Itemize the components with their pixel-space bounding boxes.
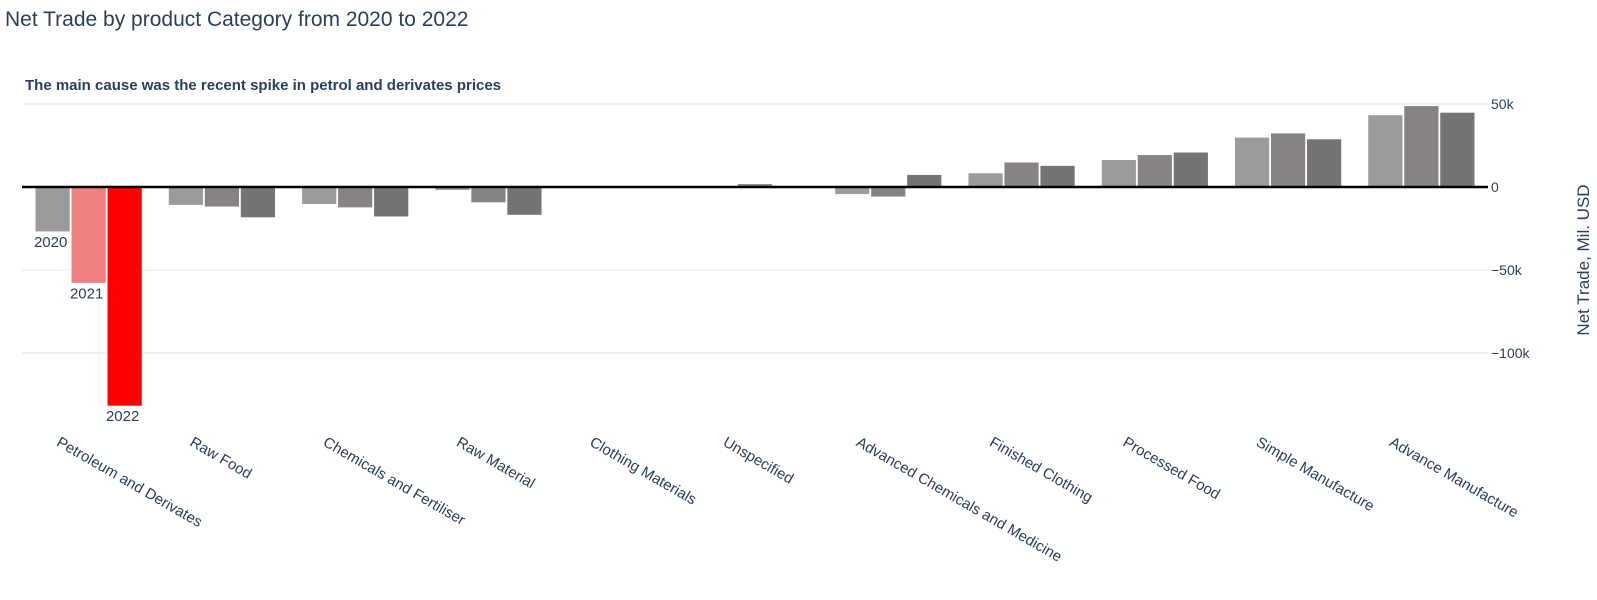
bar <box>1306 138 1342 188</box>
bar <box>870 186 907 198</box>
x-tick-label: Chemicals and Fertiliser <box>320 434 468 529</box>
bar <box>967 172 1004 188</box>
bar <box>106 186 143 407</box>
bar <box>337 186 374 209</box>
bar-label: 2022 <box>106 408 139 425</box>
bar <box>1172 151 1209 188</box>
x-tick-label: Finished Clothing <box>987 434 1096 507</box>
bar <box>70 186 107 284</box>
bar <box>1039 165 1076 188</box>
bar <box>373 186 410 218</box>
x-tick-label: Unspecified <box>720 434 796 488</box>
y-tick-label: 50k <box>1491 96 1515 112</box>
bar <box>1003 161 1040 188</box>
bar <box>1270 132 1306 188</box>
y-axis-label: Net Trade, Mil. USD <box>1574 184 1593 335</box>
y-axis: 50k 0 −50k −100k <box>1491 96 1531 361</box>
y-tick-label: −50k <box>1491 262 1523 278</box>
bar <box>1367 114 1404 188</box>
bars <box>34 105 1476 407</box>
x-tick-label: Processed Food <box>1120 434 1223 503</box>
bar <box>204 186 240 208</box>
bar-labels: 2020 2021 2022 <box>34 234 139 425</box>
chart-annotation: The main cause was the recent spike in p… <box>25 77 501 94</box>
bar <box>470 186 507 204</box>
y-tick-label: −100k <box>1491 345 1531 361</box>
bar <box>1403 105 1440 188</box>
bar <box>168 186 204 206</box>
bar-label: 2020 <box>34 234 67 251</box>
bar <box>906 174 943 188</box>
bar <box>301 186 338 205</box>
bar <box>34 186 71 233</box>
x-tick-label: Raw Food <box>187 434 255 483</box>
x-tick-label: Raw Material <box>453 434 537 492</box>
x-tick-label: Advanced Chemicals and Medicine <box>853 434 1064 566</box>
bar <box>1136 154 1173 188</box>
bar <box>1100 159 1137 188</box>
bar <box>1439 111 1476 188</box>
x-tick-label: Petroleum and Derivates <box>54 434 205 531</box>
x-tick-label: Clothing Materials <box>587 434 699 509</box>
bar-label: 2021 <box>70 285 103 302</box>
x-tick-label: Simple Manufacture <box>1253 434 1377 515</box>
gridlines <box>22 103 1488 354</box>
y-tick-label: 0 <box>1491 179 1499 195</box>
chart-title: Net Trade by product Category from 2020 … <box>5 8 468 31</box>
bar <box>240 186 276 219</box>
bar <box>1234 136 1270 188</box>
bar <box>506 186 543 216</box>
x-tick-label: Advance Manufacture <box>1386 434 1521 522</box>
